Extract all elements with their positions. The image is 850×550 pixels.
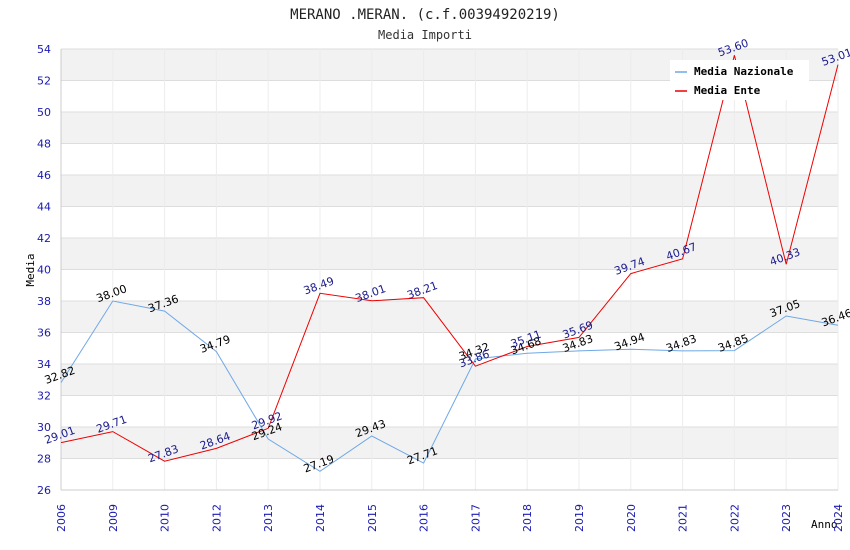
series-lines — [60, 55, 839, 472]
x-tick-label: 2020 — [625, 504, 638, 532]
grid-band — [61, 206, 838, 238]
legend-label-nazionale: Media Nazionale — [694, 65, 794, 78]
x-tick-label: 2019 — [573, 504, 586, 532]
legend: Media Nazionale Media Ente — [670, 60, 809, 100]
x-tick-label: 2015 — [366, 504, 379, 532]
grid-band — [61, 238, 838, 270]
grid-band — [61, 427, 838, 459]
grid-band — [61, 269, 838, 301]
chart-subtitle: Media Importi — [378, 28, 472, 42]
series-line-media-ente — [60, 55, 839, 462]
x-tick-label: 2022 — [728, 504, 741, 532]
x-tick-label: 2017 — [469, 504, 482, 532]
x-tick-label: 2012 — [210, 504, 223, 532]
x-axis-label: Anno — [811, 518, 838, 531]
grid-bands — [61, 49, 838, 490]
grid-band — [61, 458, 838, 490]
x-tick-label: 2021 — [677, 504, 690, 532]
x-tick-label: 2006 — [55, 504, 68, 532]
y-tick-label: 26 — [37, 484, 51, 497]
y-tick-label: 32 — [37, 390, 51, 403]
y-tick-label: 52 — [37, 75, 51, 88]
y-tick-label: 48 — [37, 138, 51, 151]
x-tick-label: 2010 — [159, 504, 172, 532]
x-tick-labels: 2006 2009 2010 2012 2013 2014 2015 2016 2017 2018… — [55, 504, 845, 532]
series-line-media-nazionale — [60, 300, 839, 472]
y-tick-label: 40 — [37, 264, 51, 277]
grid-band — [61, 112, 838, 144]
y-tick-label: 34 — [37, 358, 51, 371]
y-tick-label: 30 — [37, 421, 51, 434]
chart-title: MERANO .MERAN. (c.f.00394920219) — [290, 7, 560, 23]
grid-band — [61, 301, 838, 333]
y-tick-label: 44 — [37, 201, 51, 214]
grid-band — [61, 332, 838, 364]
y-tick-label: 50 — [37, 106, 51, 119]
y-tick-label: 46 — [37, 169, 51, 182]
legend-box — [670, 60, 809, 100]
grid-band — [61, 364, 838, 396]
x-tick-label: 2018 — [521, 504, 534, 532]
y-tick-label: 36 — [37, 327, 51, 340]
y-tick-label: 54 — [37, 43, 51, 56]
x-tick-label: 2023 — [780, 504, 793, 532]
x-tick-label: 2014 — [314, 504, 327, 532]
grid-band — [61, 143, 838, 175]
y-tick-label: 28 — [37, 453, 51, 466]
y-axis-label: Media — [24, 253, 37, 286]
x-tick-label: 2013 — [262, 504, 275, 532]
y-tick-label: 42 — [37, 232, 51, 245]
grid-lines — [60, 48, 839, 491]
y-tick-label: 38 — [37, 295, 51, 308]
x-tick-label: 2024 — [832, 504, 845, 532]
y-tick-labels: 26 28 30 32 34 36 38 40 42 44 46 48 50 52 54 — [37, 43, 51, 497]
x-tick-label: 2009 — [107, 504, 120, 532]
legend-label-ente: Media Ente — [694, 84, 761, 97]
x-tick-label: 2016 — [418, 504, 431, 532]
grid-band — [61, 175, 838, 207]
